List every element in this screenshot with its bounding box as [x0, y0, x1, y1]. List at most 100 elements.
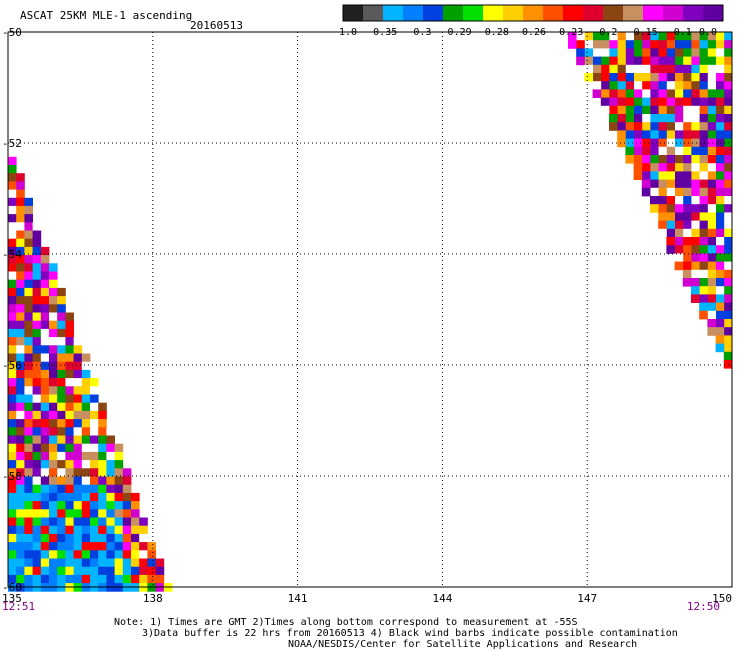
wvc-cell	[650, 32, 659, 41]
wvc-cell	[715, 310, 725, 320]
wvc-cell	[106, 451, 115, 461]
wvc-cell	[16, 427, 25, 436]
wvc-cell	[122, 533, 132, 543]
wvc-cell	[65, 468, 74, 477]
wvc-cell	[699, 212, 708, 221]
wvc-cell	[568, 40, 577, 49]
wvc-cell	[139, 525, 148, 535]
wvc-cell	[592, 40, 602, 49]
wvc-cell	[98, 509, 107, 518]
wvc-cell	[617, 81, 626, 90]
wvc-cell	[40, 320, 50, 330]
wvc-cell	[114, 443, 124, 453]
wvc-cell	[699, 40, 708, 49]
wvc-cell	[114, 468, 124, 477]
wvc-cell	[90, 451, 99, 461]
wvc-cell	[106, 566, 115, 576]
wvc-cell	[723, 343, 733, 353]
wvc-cell	[98, 558, 107, 568]
wvc-cell	[24, 533, 33, 543]
wvc-cell	[625, 97, 634, 107]
wvc-cell	[16, 443, 25, 453]
wvc-cell	[65, 312, 74, 322]
wvc-cell	[633, 40, 643, 49]
x-tick-label: 138	[143, 592, 163, 605]
wvc-cell	[98, 501, 107, 510]
wvc-cell	[8, 443, 17, 453]
wvc-cell	[691, 179, 700, 189]
wvc-cell	[114, 558, 124, 568]
wvc-cell	[8, 517, 17, 527]
wvc-cell	[707, 105, 716, 115]
wvc-cell	[106, 542, 115, 551]
wvc-cell	[40, 451, 50, 461]
wvc-cell	[8, 165, 17, 174]
colorbar-swatch	[543, 5, 564, 21]
wvc-cell	[8, 312, 17, 322]
wvc-cell	[584, 48, 593, 57]
wvc-cell	[600, 48, 610, 57]
wvc-cell	[32, 509, 42, 518]
wvc-cell	[691, 171, 700, 180]
wvc-cell	[633, 155, 643, 164]
wvc-cell	[674, 155, 684, 164]
wvc-cell	[24, 419, 33, 428]
wvc-cell	[73, 410, 83, 420]
wvc-cell	[40, 386, 50, 395]
wvc-cell	[715, 73, 725, 82]
wvc-cell	[707, 310, 716, 320]
wvc-cell	[24, 492, 33, 502]
wvc-cell	[139, 574, 148, 584]
wvc-cell	[674, 32, 684, 41]
wvc-cell	[57, 443, 66, 453]
wvc-cell	[625, 56, 634, 66]
wvc-cell	[592, 81, 602, 90]
wvc-cell	[24, 402, 33, 412]
wvc-cell	[650, 40, 659, 49]
wvc-cell	[40, 328, 50, 338]
wvc-cell	[32, 460, 42, 469]
wvc-cell	[57, 509, 66, 518]
wvc-cell	[40, 468, 50, 477]
wvc-cell	[24, 427, 33, 436]
wvc-cell	[32, 312, 42, 322]
wvc-cell	[715, 130, 725, 139]
wvc-cell	[707, 253, 716, 262]
wvc-cell	[666, 220, 675, 230]
wvc-cell	[32, 279, 42, 289]
wvc-cell	[24, 312, 33, 322]
wvc-cell	[106, 517, 115, 527]
wvc-cell	[16, 369, 25, 379]
wvc-cell	[49, 443, 58, 453]
wvc-cell	[49, 566, 58, 576]
wvc-cell	[32, 525, 42, 535]
wvc-cell	[682, 204, 692, 213]
wvc-cell	[723, 146, 733, 156]
wvc-cell	[8, 328, 17, 338]
wvc-cell	[40, 296, 50, 305]
wvc-cell	[57, 345, 66, 354]
wvc-cell	[584, 40, 593, 49]
wvc-cell	[8, 427, 17, 436]
wvc-cell	[633, 97, 643, 107]
wvc-cell	[73, 574, 83, 584]
y-tick-label: -54	[2, 248, 22, 261]
note-line-3: NOAA/NESDIS/Center for Satellite Applica…	[288, 639, 638, 650]
wvc-cell	[682, 278, 692, 287]
x-tick-label: 147	[577, 592, 597, 605]
wvc-cell	[16, 476, 25, 486]
wvc-cell	[650, 187, 659, 197]
wvc-cell	[707, 187, 716, 197]
wvc-cell	[699, 114, 708, 123]
wvc-cell	[65, 558, 74, 568]
wvc-cell	[65, 550, 74, 559]
wvc-cell	[8, 255, 17, 264]
wvc-cell	[658, 122, 667, 131]
wvc-cell	[24, 484, 33, 494]
wvc-cell	[106, 525, 115, 535]
wvc-cell	[49, 492, 58, 502]
wvc-cell	[73, 435, 83, 445]
swath-layer	[8, 32, 733, 592]
wvc-cell	[73, 558, 83, 568]
